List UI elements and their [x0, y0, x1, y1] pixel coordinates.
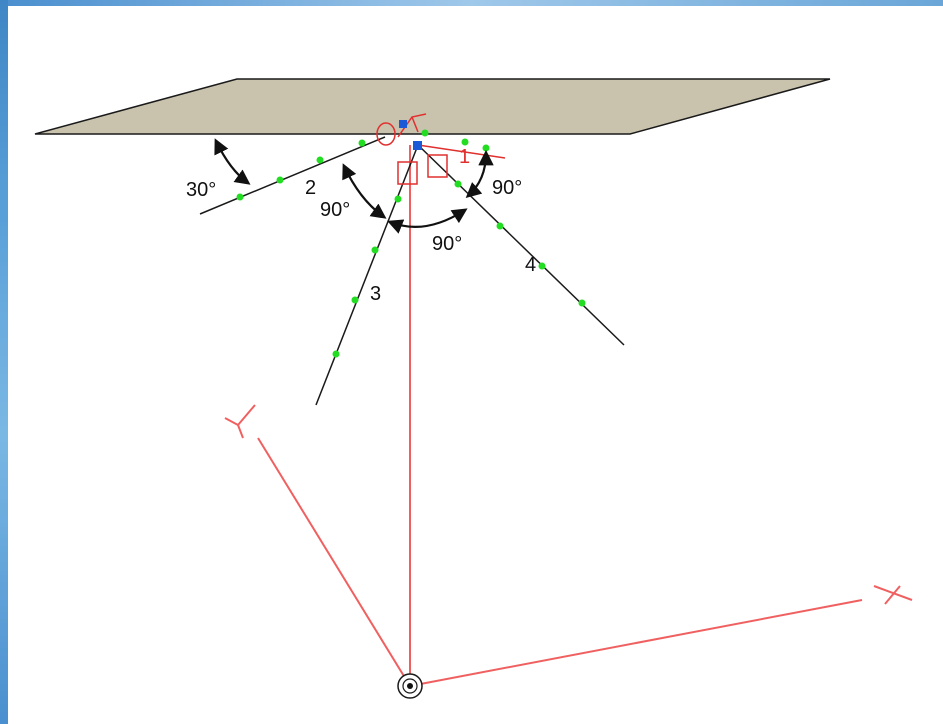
line-2[interactable]: [199, 136, 386, 215]
angle-arc-90-upper-left: [342, 163, 387, 219]
anchor-point-upper[interactable]: [399, 120, 407, 128]
origin-dot: [407, 683, 413, 689]
y-axis-line[interactable]: [257, 437, 411, 687]
inclined-plane[interactable]: [34, 78, 831, 135]
node[interactable]: [358, 139, 366, 147]
angle-arcs: [214, 138, 494, 234]
node[interactable]: [236, 193, 244, 201]
mesh-nodes: [236, 129, 586, 358]
angle-arc-30: [214, 138, 251, 185]
origin-inner-ring: [402, 678, 418, 694]
x-axis-line[interactable]: [409, 599, 863, 687]
angle-label-90-bottom: 90°: [432, 233, 462, 255]
square-marker-right[interactable]: [427, 154, 448, 178]
x-axis-marker: [873, 585, 913, 605]
node[interactable]: [316, 156, 324, 164]
square-marker-left[interactable]: [397, 161, 418, 185]
line-label-4: 4: [525, 254, 536, 276]
angle-label-90-right: 90°: [492, 177, 522, 199]
node[interactable]: [454, 180, 462, 188]
line-3[interactable]: [315, 144, 419, 406]
angle-label-90-upper-left: 90°: [320, 199, 350, 221]
node[interactable]: [421, 129, 429, 137]
angle-arc-90-bottom: [387, 208, 468, 234]
line-4[interactable]: [417, 144, 625, 346]
line-label-2: 2: [305, 177, 316, 199]
node[interactable]: [578, 299, 586, 307]
support-lines: [199, 136, 625, 406]
node[interactable]: [371, 246, 379, 254]
angle-label-30: 30°: [186, 179, 216, 201]
window-top-border: [0, 0, 943, 6]
hinge-arrow-marker: [397, 113, 427, 138]
line-label-1: 1: [459, 146, 470, 168]
line-label-3: 3: [370, 283, 381, 305]
hinge-ellipse-marker[interactable]: [376, 122, 396, 146]
node[interactable]: [276, 176, 284, 184]
attachment-markers: [376, 113, 448, 185]
node[interactable]: [351, 296, 359, 304]
node[interactable]: [394, 195, 402, 203]
node[interactable]: [332, 350, 340, 358]
angle-arc-90-right: [465, 149, 494, 199]
node[interactable]: [496, 222, 504, 230]
coordinate-axes: [224, 145, 913, 699]
node[interactable]: [482, 144, 490, 152]
anchor-point-lower[interactable]: [413, 141, 422, 150]
node[interactable]: [538, 262, 546, 270]
node[interactable]: [461, 138, 469, 146]
window-left-border: [0, 0, 8, 724]
y-axis-marker: [224, 404, 256, 439]
